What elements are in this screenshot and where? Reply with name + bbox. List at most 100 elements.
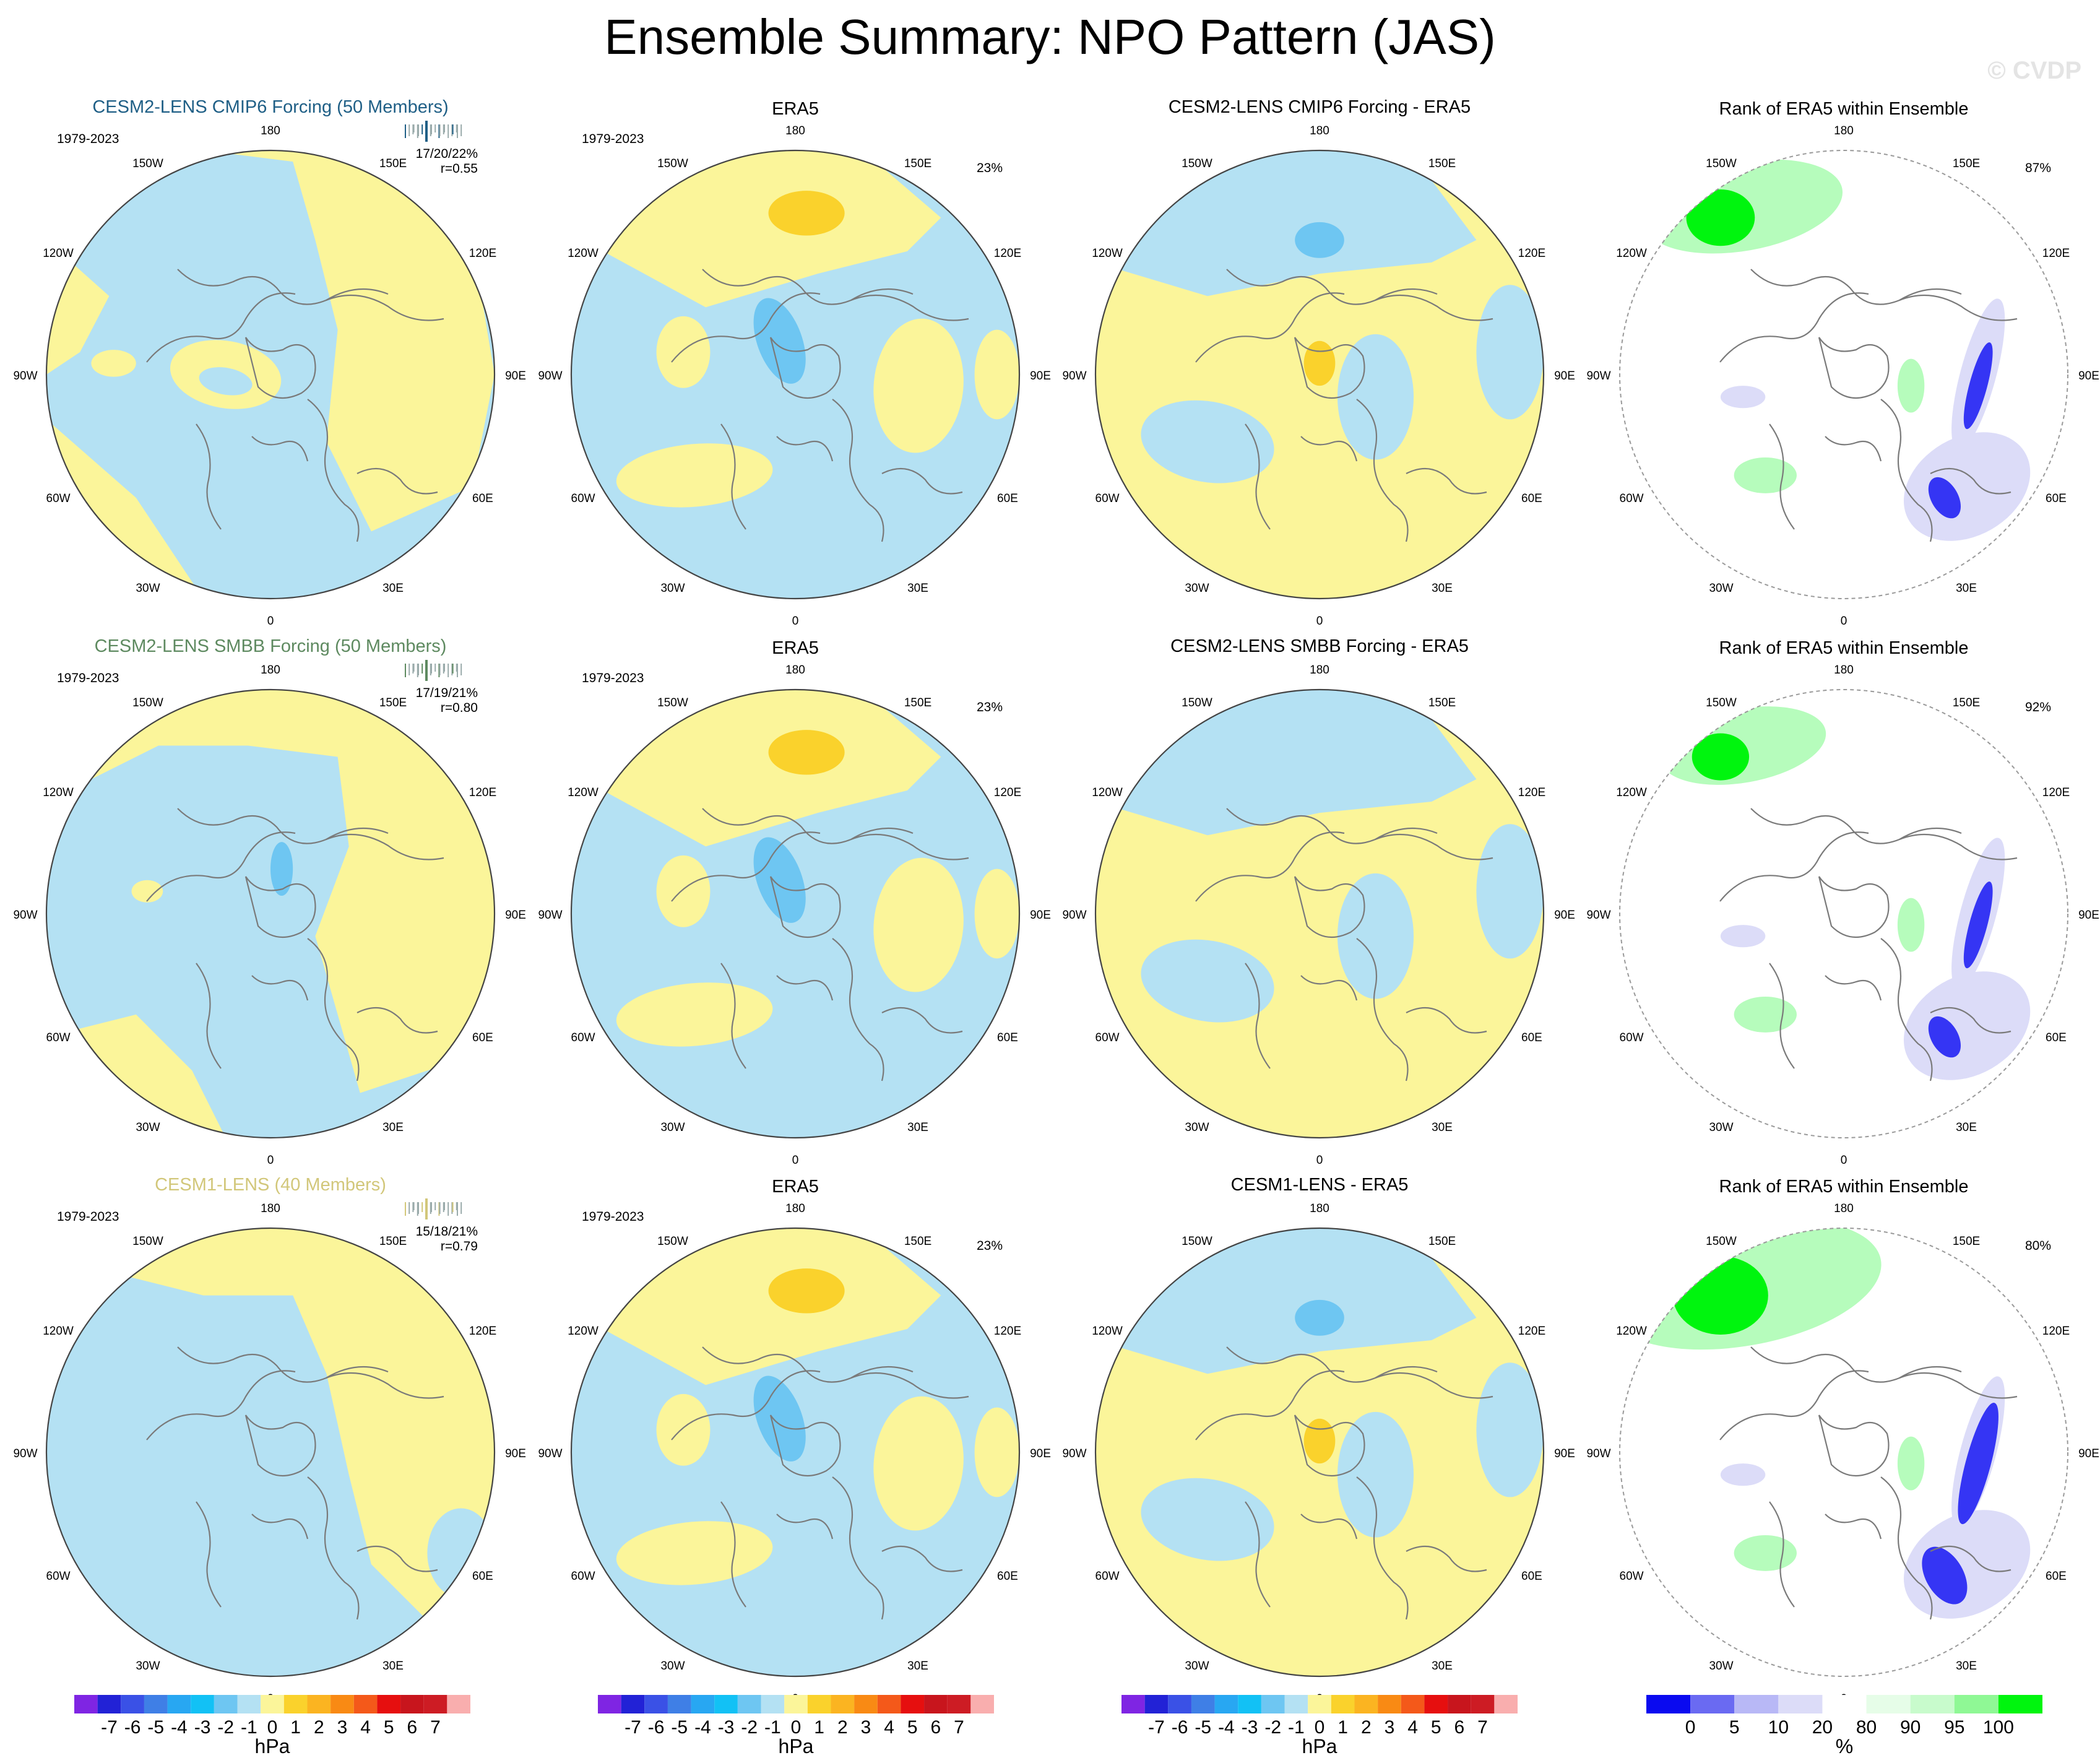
coastline bbox=[1930, 1007, 2011, 1034]
longitude-label: 120E bbox=[469, 786, 496, 799]
period-label: 1979-2023 bbox=[582, 1210, 644, 1224]
coastline bbox=[1406, 1545, 1487, 1572]
rank-percentile-label: 92% bbox=[2025, 700, 2051, 714]
colorbar-tick-label: -1 bbox=[1288, 1717, 1305, 1738]
negative-anomaly-region bbox=[1141, 939, 1274, 1023]
coastline bbox=[146, 1370, 296, 1440]
map-boundary bbox=[570, 149, 1021, 600]
positive-anomaly-region bbox=[91, 350, 136, 377]
longitude-label: 180 bbox=[1834, 664, 1854, 677]
longitude-label: 150W bbox=[132, 696, 163, 709]
coastline bbox=[1750, 269, 1962, 305]
coastline bbox=[832, 938, 884, 1081]
rank-panel: 180 150E 120E 90E 60E 30E 0 30W 60W 90W 120W 150W Ra… bbox=[1586, 638, 2099, 1167]
coastline bbox=[1825, 975, 1882, 1001]
rank-panel-field bbox=[1620, 690, 2068, 1138]
model-panel-title: CESM1-LENS (40 Members) bbox=[155, 1175, 386, 1195]
longitude-label: 30E bbox=[1432, 1660, 1453, 1673]
longitude-label: 90E bbox=[1554, 1447, 1575, 1460]
coastline bbox=[850, 833, 969, 860]
colorbar-swatch bbox=[97, 1695, 121, 1713]
variance-explained-label: 23% bbox=[977, 700, 1003, 714]
figure-title: Ensemble Summary: NPO Pattern (JAS) bbox=[604, 9, 1496, 64]
coastline bbox=[832, 1476, 884, 1620]
colorbar-tick-label: 0 bbox=[1315, 1717, 1325, 1738]
era5-panel-title: ERA5 bbox=[772, 638, 819, 658]
longitude-label: 60E bbox=[1521, 1031, 1542, 1044]
rank-top-region bbox=[1686, 189, 1755, 246]
rank-low-region bbox=[1720, 925, 1766, 948]
longitude-label: 150W bbox=[657, 157, 688, 170]
coastline bbox=[1406, 467, 1487, 495]
rank-bottom-region bbox=[1963, 882, 1993, 969]
longitude-label: 60E bbox=[472, 1570, 493, 1583]
longitude-label: 30W bbox=[1709, 1660, 1733, 1673]
negative-anomaly-region bbox=[1141, 1478, 1274, 1561]
rank-panel-title: Rank of ERA5 within Ensemble bbox=[1719, 1177, 1969, 1197]
pattern-correlation-r: r=0.80 bbox=[441, 701, 478, 715]
coastline bbox=[1294, 876, 1365, 938]
coastline bbox=[1300, 436, 1358, 462]
coastline bbox=[177, 269, 389, 305]
positive-anomaly-region bbox=[616, 443, 773, 508]
colorbar-swatch bbox=[1168, 1695, 1191, 1713]
longitude-label: 90W bbox=[13, 909, 37, 922]
coastline bbox=[244, 1414, 316, 1477]
colorbar-tick-label: 1 bbox=[1337, 1717, 1348, 1738]
model-panel: 180 150E 120E 90E 60E 30E 0 30W 60W 90W 120W 150W CE… bbox=[13, 97, 525, 628]
longitude-label: 150E bbox=[1428, 696, 1456, 709]
coastline bbox=[177, 808, 389, 844]
coastline bbox=[1818, 876, 1890, 938]
longitude-label: 0 bbox=[1316, 615, 1323, 628]
longitude-label: 90E bbox=[1030, 1447, 1051, 1460]
coastline bbox=[1899, 294, 2018, 321]
coastline bbox=[1300, 975, 1358, 1001]
rank-bottom-region bbox=[1922, 1546, 1968, 1605]
longitude-label: 60E bbox=[472, 492, 493, 505]
longitude-label: 150W bbox=[1706, 157, 1737, 170]
era5-panel-field bbox=[571, 690, 1019, 1138]
colorbar-swatch bbox=[901, 1695, 925, 1713]
coastline bbox=[1195, 831, 1345, 902]
longitude-label: 90W bbox=[1586, 909, 1610, 922]
longitude-label: 30W bbox=[1185, 1660, 1209, 1673]
longitude-label: 120E bbox=[2042, 247, 2070, 260]
coastline bbox=[702, 269, 914, 305]
longitude-label: 90W bbox=[1062, 1447, 1086, 1460]
rank-low-region bbox=[1903, 971, 2031, 1080]
coastline bbox=[1880, 1476, 1933, 1620]
longitude-label: 90E bbox=[1554, 370, 1575, 383]
longitude-label: 180 bbox=[1834, 124, 1854, 137]
longitude-label: 90E bbox=[1554, 909, 1575, 922]
model-panel-title: CESM2-LENS SMBB Forcing (50 Members) bbox=[95, 636, 447, 656]
colorbar: -7 -6 -5 -4 -3 -2 -1 0 1 2 3 4 5 6 7 hPa bbox=[1121, 1695, 1518, 1757]
colorbar-swatch bbox=[1734, 1695, 1779, 1713]
period-label: 1979-2023 bbox=[57, 1210, 119, 1224]
colorbar-tick-label: -3 bbox=[1242, 1717, 1258, 1738]
strong-negative-anomaly bbox=[1295, 222, 1344, 258]
colorbar-swatch bbox=[667, 1695, 691, 1713]
colorbar-swatch bbox=[1778, 1695, 1823, 1713]
longitude-label: 180 bbox=[785, 664, 805, 677]
longitude-label: 150E bbox=[904, 696, 931, 709]
rank-low-region bbox=[1720, 386, 1766, 409]
strong-negative-anomaly bbox=[1295, 1299, 1344, 1336]
colorbar-swatch bbox=[970, 1695, 994, 1713]
longitude-label: 120W bbox=[568, 247, 598, 260]
map-boundary bbox=[1094, 1227, 1545, 1678]
colorbar-tick-label: 2 bbox=[837, 1717, 848, 1738]
longitude-label: 90W bbox=[1586, 1447, 1610, 1460]
coastline bbox=[1880, 399, 1933, 542]
longitude-label: 30E bbox=[1432, 582, 1453, 595]
longitude-label: 60E bbox=[1521, 492, 1542, 505]
colorbar-swatch bbox=[1308, 1695, 1331, 1713]
longitude-label: 30E bbox=[1432, 1121, 1453, 1134]
coastline bbox=[1825, 1514, 1882, 1540]
longitude-label: 60E bbox=[997, 492, 1018, 505]
coastline bbox=[326, 833, 444, 860]
longitude-label: 60E bbox=[1521, 1570, 1542, 1583]
colorbar-swatch bbox=[1261, 1695, 1285, 1713]
longitude-label: 150W bbox=[132, 157, 163, 170]
longitude-label: 150W bbox=[657, 696, 688, 709]
colorbar-swatch bbox=[1331, 1695, 1355, 1713]
